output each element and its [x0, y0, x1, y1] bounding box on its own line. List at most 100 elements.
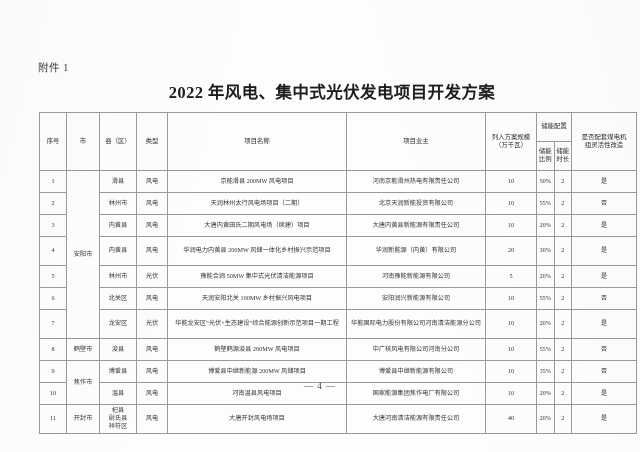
table-row: 4 内黄县 风电 华润电力内黄县 200MW 风储一体化乡村振兴示范项目 华润新能源（内… — [39, 236, 637, 266]
coal-retrofit-cell: 是 — [571, 236, 637, 266]
row-index-cell: 6 — [39, 287, 67, 310]
scale-cell: 40 — [485, 404, 537, 434]
type-cell: 风电 — [136, 287, 168, 310]
owner-cell: 博爱县中继新能源有限公司 — [346, 360, 486, 383]
storage-ratio-cell: 50% — [536, 170, 555, 193]
table-header: 序号 市 县（区） 类型 项目名称 项目业主 列入方案规模 （万千瓦） 储能配置 — [39, 112, 637, 171]
storage-ratio-cell: 55% — [536, 338, 555, 361]
owner-cell: 北京天润新能投资有限公司 — [346, 192, 486, 215]
type-cell: 风电 — [136, 360, 168, 383]
storage-duration-cell: 2 — [553, 404, 572, 434]
column-header-owner: 项目业主 — [346, 112, 486, 171]
county-cell: 林州市 — [99, 192, 137, 215]
column-header-coal-line2: 组灵活性改造 — [584, 141, 624, 149]
table-row: 7 龙安区 光伏 华能龙安区“光伏+生态建设”综合能源创新示范项目一期工程 华能国际电力… — [39, 309, 637, 339]
owner-cell: 安阳润兴新能源有限公司 — [346, 287, 486, 310]
project-name-cell: 大唐内黄田氏二期风电场（续建）项目 — [167, 214, 347, 237]
page-title: 2022 年风电、集中式光伏发电项目开发方案 — [168, 83, 496, 102]
row-index-cell: 2 — [39, 192, 67, 215]
scale-cell: 10 — [485, 287, 537, 310]
project-table-container: 序号 市 县（区） 类型 项目名称 项目业主 列入方案规模 （万千瓦） 储能配置 — [39, 112, 637, 434]
coal-retrofit-cell: 是 — [571, 214, 637, 237]
row-index-cell: 3 — [39, 214, 67, 237]
owner-cell: 中广核风电有限公司河南分公司 — [346, 338, 486, 361]
scale-cell: 10 — [485, 309, 537, 339]
column-header-storage-group: 储能配置 — [536, 112, 572, 142]
table-row: 9 焦作市 博爱县 风电 博爱县中继新能源 200MW 风储项目 博爱县中继新能源有限公司… — [39, 360, 637, 405]
row-index-cell: 9 — [39, 360, 67, 383]
storage-duration-cell: 2 — [553, 192, 572, 215]
scale-cell: 10 — [485, 192, 537, 215]
county-line: 尉氏县 — [108, 415, 128, 423]
column-header-scale-line1: 列入方案规模 — [491, 133, 531, 141]
city-cell: 焦作市 — [66, 360, 100, 405]
row-index-cell: 7 — [39, 309, 67, 339]
county-cell: 北关区 — [99, 287, 137, 310]
coal-retrofit-cell: 是 — [571, 309, 637, 339]
storage-ratio-cell: 20% — [536, 265, 555, 288]
storage-ratio-cell: 30% — [536, 236, 555, 266]
project-name-cell: 天润林州太行风电场项目（二期） — [167, 192, 347, 215]
storage-duration-cell: 2 — [553, 236, 572, 266]
storage-ratio-cell: 35% — [536, 360, 555, 383]
column-header-storage-ratio: 储能 比例 — [536, 141, 555, 171]
column-header-storage-duration-line1: 储能 — [556, 148, 570, 155]
owner-cell: 华能国际电力股份有限公司河南清洁能源分公司 — [346, 309, 486, 339]
storage-duration-cell: 2 — [553, 170, 572, 193]
type-cell: 风电 — [136, 236, 168, 266]
scale-cell: 10 — [485, 214, 537, 237]
type-cell: 风电 — [136, 170, 168, 193]
owner-cell: 华润新能源（内黄）有限公司 — [346, 236, 486, 266]
type-cell: 风电 — [136, 404, 168, 434]
column-header-coal-retrofit: 是否配套煤电机 组灵活性改造 — [571, 112, 637, 171]
project-name-cell: 华润电力内黄县 200MW 风储一体化乡村振兴示范项目 — [167, 236, 347, 266]
city-cell: 安阳市 — [66, 170, 100, 339]
column-header-storage-duration-line2: 时长 — [556, 156, 570, 163]
project-name-cell: 天润安阳北关 100MW 乡村振兴风电项目 — [167, 287, 347, 310]
owner-cell: 大唐河南清洁能源有限责任公司 — [346, 404, 486, 434]
county-cell: 浚县 — [99, 338, 137, 361]
storage-duration-cell: 2 — [553, 338, 572, 361]
storage-ratio-cell: 55% — [536, 287, 555, 310]
type-cell: 风电 — [136, 338, 168, 361]
storage-duration-cell: 2 — [553, 287, 572, 310]
county-line: 杞县 — [111, 407, 125, 415]
type-cell: 光伏 — [136, 265, 168, 288]
city-cell: 鹤壁市 — [66, 338, 100, 361]
column-header-storage-ratio-line1: 储能 — [538, 148, 552, 155]
scale-cell: 5 — [485, 265, 537, 288]
column-header-type: 类型 — [136, 112, 168, 171]
type-cell: 风电 — [136, 192, 168, 215]
county-cell: 龙安区 — [99, 309, 137, 339]
row-index-cell: 4 — [39, 236, 67, 266]
column-header-coal-line1: 是否配套煤电机 — [581, 133, 627, 141]
storage-duration-cell: 2 — [553, 265, 572, 288]
county-cell: 博爱县 — [99, 360, 137, 383]
project-name-cell: 华能龙安区“光伏+生态建设”综合能源创新示范项目一期工程 — [167, 309, 347, 339]
row-index-cell: 1 — [39, 170, 67, 193]
project-name-cell: 鹤壁鹤源浚县 200MW 风电项目 — [167, 338, 347, 361]
attachment-label: 附件 1 — [38, 63, 69, 74]
coal-retrofit-cell: 否 — [571, 287, 637, 310]
coal-retrofit-cell: 否 — [571, 338, 637, 361]
storage-duration-cell: 2 — [553, 360, 572, 383]
project-name-cell: 博爱县中继新能源 200MW 风储项目 — [167, 360, 347, 383]
scale-cell: 10 — [485, 170, 537, 193]
column-header-county: 县（区） — [99, 112, 137, 171]
project-name-cell: 大唐开封风电场项目 — [167, 404, 347, 434]
table-row: 11 开封市 杞县 尉氏县 祥符区 风电 大唐开封风电场项目 大唐河南清洁能源有限责任公司 40… — [39, 404, 637, 434]
owner-cell: 河南豫能新能源有限公司 — [346, 265, 486, 288]
type-cell: 光伏 — [136, 309, 168, 339]
table-row: 8 鹤壁市 浚县 风电 鹤壁鹤源浚县 200MW 风电项目 中广核风电有限公司河南分公司 1… — [39, 338, 637, 361]
column-header-scale: 列入方案规模 （万千瓦） — [485, 112, 537, 171]
county-cell: 滑县 — [99, 170, 137, 193]
county-cell: 内黄县 — [99, 236, 137, 266]
table-row: 3 内黄县 风电 大唐内黄田氏二期风电场（续建）项目 大唐内黄县新能源有限责任公司 10 2… — [39, 214, 637, 237]
column-header-city: 市 — [66, 112, 100, 171]
table-row: 5 林州市 光伏 豫能合涧 50MW 集中式光伏清洁能源项目 河南豫能新能源有限公司 5 2… — [39, 265, 637, 288]
storage-duration-cell: 2 — [553, 309, 572, 339]
scale-cell: 10 — [485, 360, 537, 383]
owner-cell: 河南京能滑州热电有限责任公司 — [346, 170, 486, 193]
storage-ratio-cell: 20% — [536, 309, 555, 339]
coal-retrofit-cell: 是 — [571, 404, 637, 434]
